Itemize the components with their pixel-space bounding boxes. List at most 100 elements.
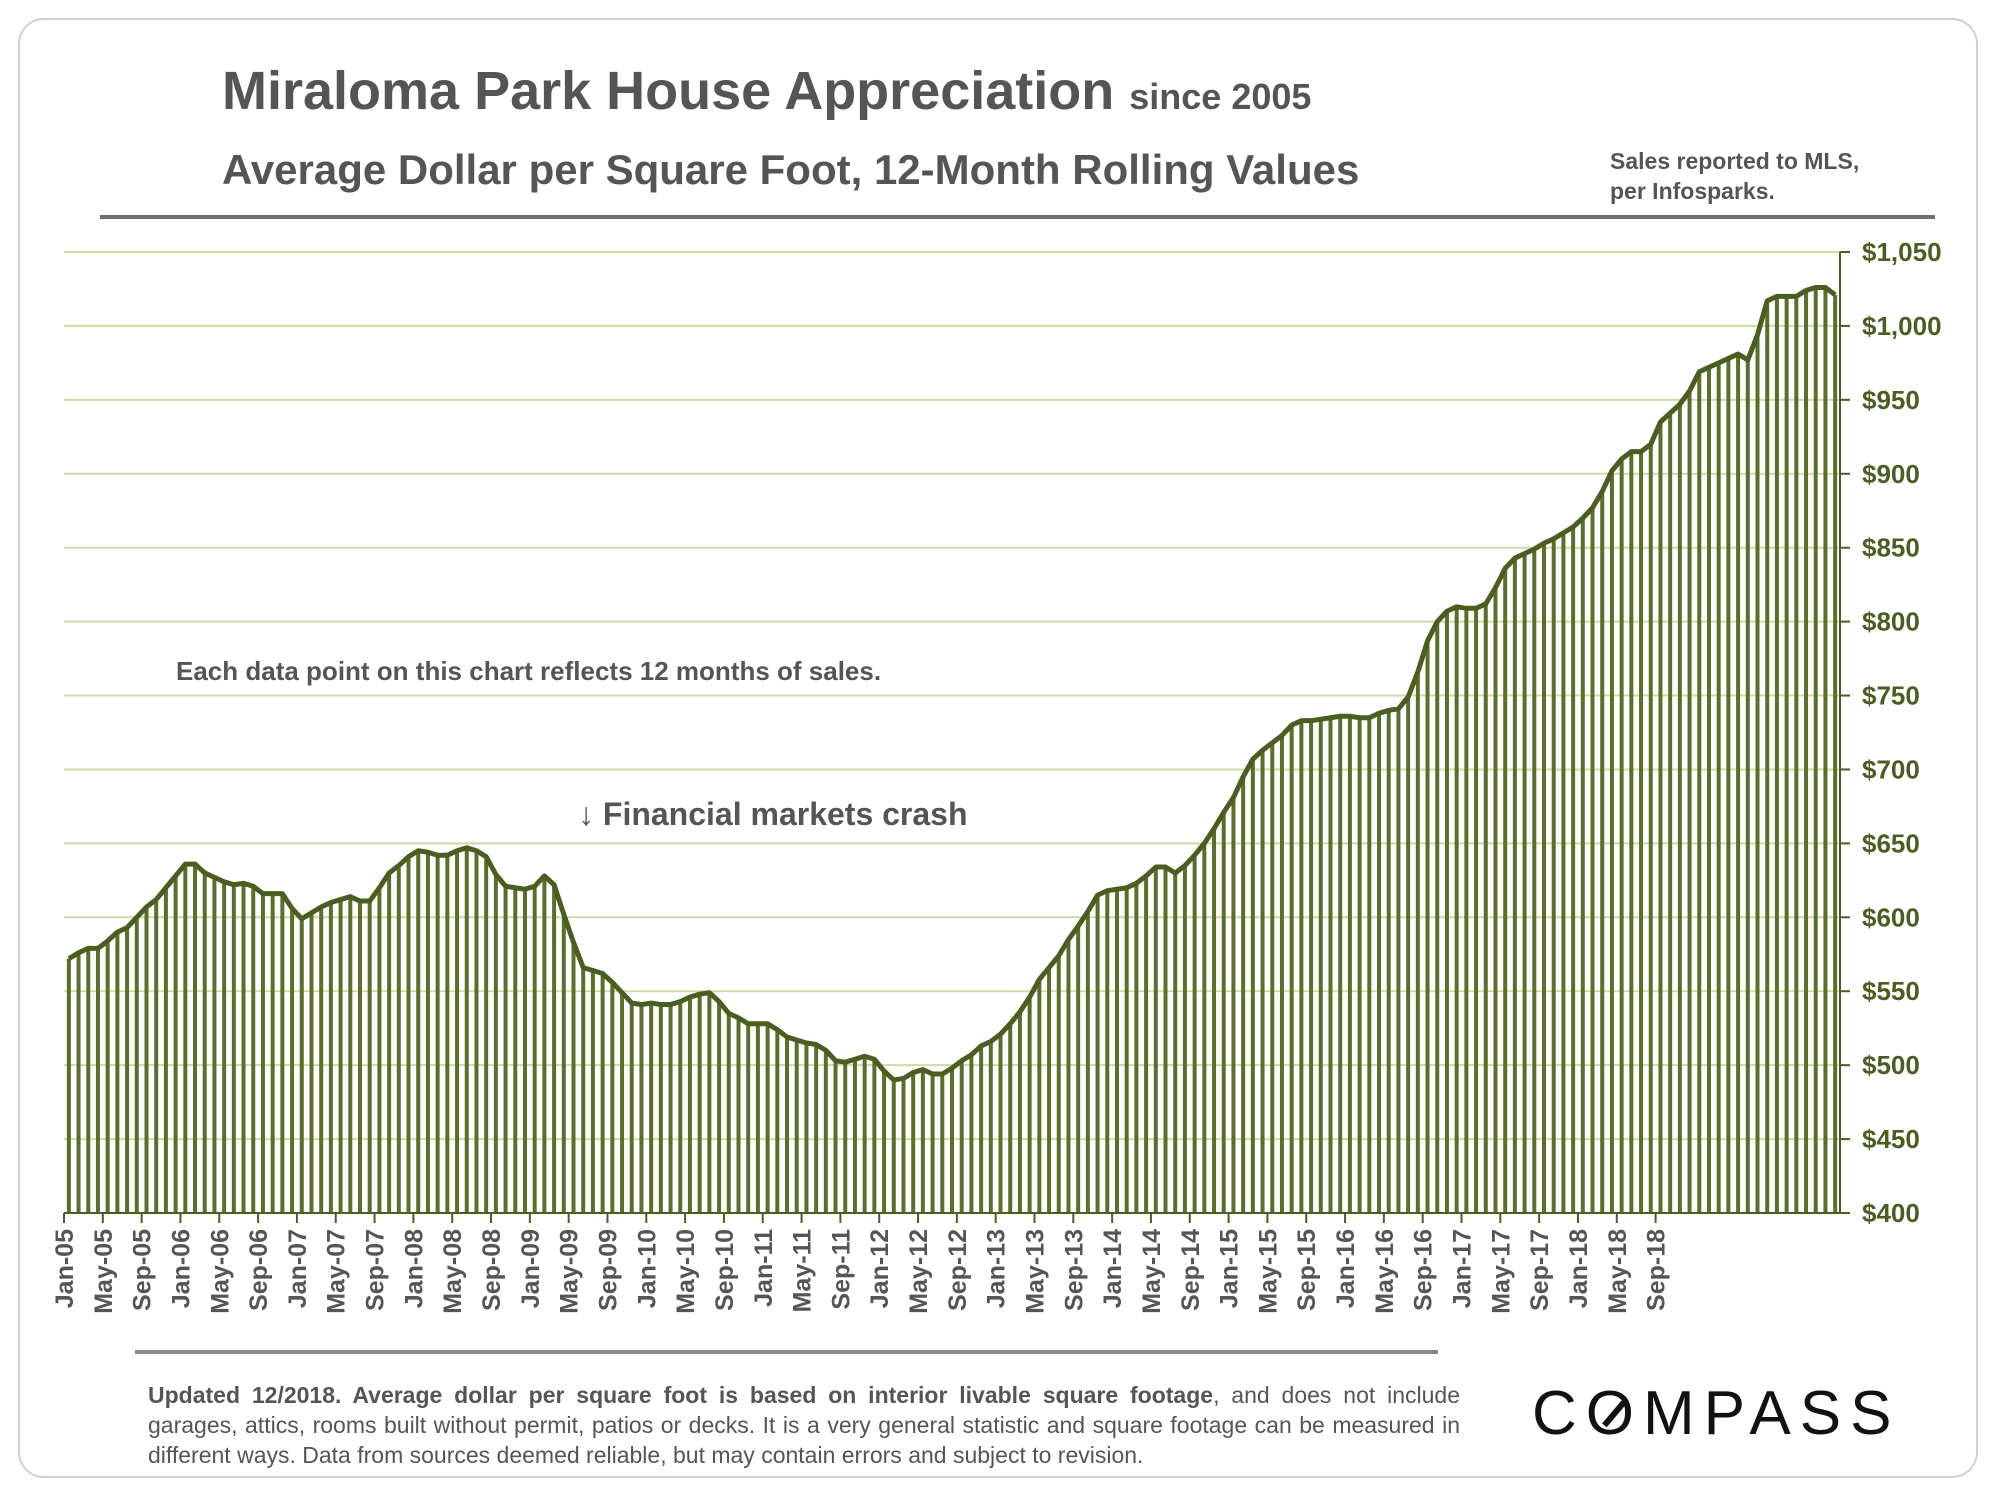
- bar: [794, 1040, 799, 1213]
- x-tick-label: May-06: [206, 1229, 234, 1314]
- x-tick-label: May-15: [1254, 1229, 1282, 1314]
- bar: [1415, 671, 1420, 1213]
- bar: [920, 1069, 925, 1213]
- bar: [1289, 725, 1294, 1213]
- bar: [707, 992, 712, 1213]
- bar: [1202, 843, 1207, 1213]
- bar: [251, 886, 256, 1213]
- bar: [678, 1001, 683, 1213]
- bar: [1823, 287, 1828, 1214]
- bar: [1522, 553, 1527, 1213]
- bar: [1377, 713, 1382, 1213]
- y-tick-label: $750: [1862, 681, 1920, 711]
- bar: [1008, 1023, 1013, 1213]
- axes: $400 $450 $500 $550 $600 $650 $700 $750 $800 $850…: [51, 237, 1942, 1314]
- bar: [1639, 451, 1644, 1214]
- bar: [1532, 549, 1537, 1213]
- bar: [1221, 812, 1226, 1213]
- x-tick-label: Jan-14: [1099, 1229, 1127, 1308]
- bar: [765, 1023, 770, 1213]
- bar: [202, 872, 207, 1213]
- x-tick-label: Sep-11: [827, 1229, 855, 1310]
- bar: [1367, 717, 1372, 1213]
- bar: [697, 994, 702, 1213]
- bar: [1114, 889, 1119, 1213]
- bar: [1765, 300, 1770, 1213]
- bar: [348, 896, 353, 1213]
- chart-title: Miraloma Park House Appreciation since 2…: [222, 60, 1311, 122]
- header-divider: [100, 215, 1935, 219]
- y-tick-label: $500: [1862, 1050, 1920, 1080]
- bar: [1580, 518, 1585, 1213]
- bar: [950, 1068, 954, 1213]
- bar: [1425, 640, 1430, 1213]
- x-tick-label: Jan-11: [750, 1229, 778, 1307]
- bar: [775, 1029, 780, 1213]
- bar: [474, 850, 479, 1213]
- trend-line: [67, 284, 1837, 1083]
- bar: [1328, 717, 1333, 1213]
- bar: [435, 855, 440, 1213]
- bar: [561, 914, 566, 1213]
- bar: [163, 887, 168, 1213]
- x-tick-label: May-09: [556, 1229, 584, 1314]
- bar: [1134, 883, 1139, 1213]
- bar: [1124, 887, 1129, 1213]
- bar: [367, 901, 372, 1213]
- bar: [1444, 611, 1449, 1213]
- bar: [183, 864, 188, 1213]
- bar: [979, 1045, 984, 1213]
- bar: [1697, 371, 1702, 1213]
- bar: [241, 883, 246, 1213]
- bar: [1590, 507, 1595, 1214]
- bar: [95, 948, 100, 1213]
- bar: [843, 1062, 848, 1213]
- bar: [668, 1004, 673, 1213]
- x-tick-label: May-13: [1021, 1229, 1049, 1314]
- bar: [1726, 358, 1731, 1213]
- y-tick-label: $400: [1862, 1198, 1920, 1228]
- bar: [1629, 451, 1634, 1214]
- bar: [309, 912, 314, 1213]
- x-tick-label: Sep-05: [129, 1229, 157, 1311]
- bar: [1706, 367, 1711, 1213]
- bar: [1784, 296, 1789, 1213]
- x-tick-label: May-12: [905, 1229, 933, 1314]
- bar: [290, 908, 295, 1213]
- x-tick-label: May-08: [439, 1229, 467, 1314]
- bar: [726, 1013, 731, 1213]
- source-line-1: Sales reported to MLS,: [1610, 148, 1860, 174]
- bar: [338, 899, 343, 1213]
- bar: [1571, 526, 1576, 1213]
- bar: [1017, 1011, 1022, 1213]
- x-tick-label: Sep-16: [1410, 1229, 1438, 1311]
- y-tick-label: $850: [1862, 533, 1920, 563]
- x-tick-label: May-05: [90, 1229, 118, 1314]
- chart-frame: [18, 18, 1978, 1478]
- bar: [1804, 290, 1809, 1213]
- bar: [416, 850, 421, 1213]
- y-tick-label: $800: [1862, 607, 1920, 637]
- bar: [455, 850, 460, 1213]
- bar: [1192, 855, 1197, 1213]
- bar: [387, 872, 392, 1213]
- x-tick-label: Sep-14: [1177, 1229, 1205, 1311]
- bar: [1318, 719, 1323, 1213]
- bar: [649, 1003, 654, 1213]
- bar: [590, 970, 595, 1213]
- bar: [319, 906, 324, 1213]
- x-tick-label: Jan-18: [1565, 1229, 1593, 1308]
- bar: [1648, 444, 1653, 1213]
- bar: [610, 982, 615, 1213]
- x-tick-label: May-07: [323, 1229, 351, 1314]
- bar: [222, 881, 227, 1213]
- bar: [823, 1050, 828, 1213]
- bar: [552, 884, 557, 1213]
- bar: [891, 1079, 896, 1213]
- y-tick-label: $1,050: [1862, 237, 1942, 267]
- bar: [1464, 608, 1469, 1213]
- bar: [1619, 458, 1624, 1213]
- title-main: Miraloma Park House Appreciation: [222, 61, 1115, 121]
- y-tick-label: $650: [1862, 828, 1920, 858]
